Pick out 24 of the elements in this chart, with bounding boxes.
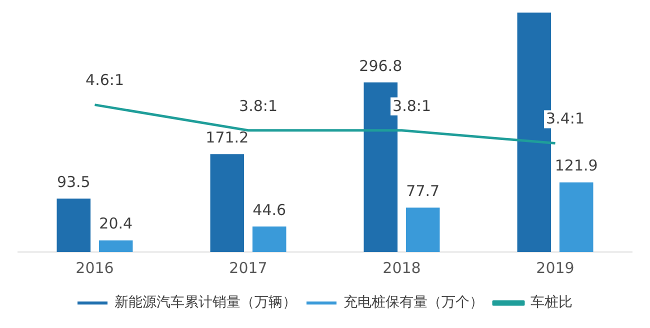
data-label: 44.6 (252, 200, 286, 219)
data-label: 4.6:1 (86, 71, 124, 90)
bar (559, 182, 594, 252)
x-tick-label: 2019 (536, 258, 574, 277)
data-label: 171.2 (206, 128, 249, 147)
data-label: 20.4 (99, 214, 133, 233)
data-label: 121.9 (554, 156, 598, 175)
data-label: 3.4:1 (546, 110, 584, 128)
data-label: 93.5 (56, 172, 90, 191)
data-label: 3.8:1 (239, 96, 278, 115)
x-tick-label: 2018 (382, 258, 421, 277)
bar (98, 240, 133, 252)
data-label: 3.8:1 (392, 96, 431, 115)
bar (406, 208, 440, 252)
x-tick-label: 2017 (229, 258, 268, 277)
legend-label: 车桩比 (530, 294, 572, 311)
legend-label: 充电桩保有量（万个） (344, 294, 484, 311)
x-tick-label: 2016 (76, 258, 114, 277)
data-label: 296.8 (359, 56, 402, 75)
legend-label: 新能源汽车累计销量（万辆） (114, 294, 296, 311)
bar (252, 226, 286, 252)
data-label: 77.7 (406, 182, 440, 200)
bar (210, 154, 244, 252)
bar (56, 198, 91, 252)
